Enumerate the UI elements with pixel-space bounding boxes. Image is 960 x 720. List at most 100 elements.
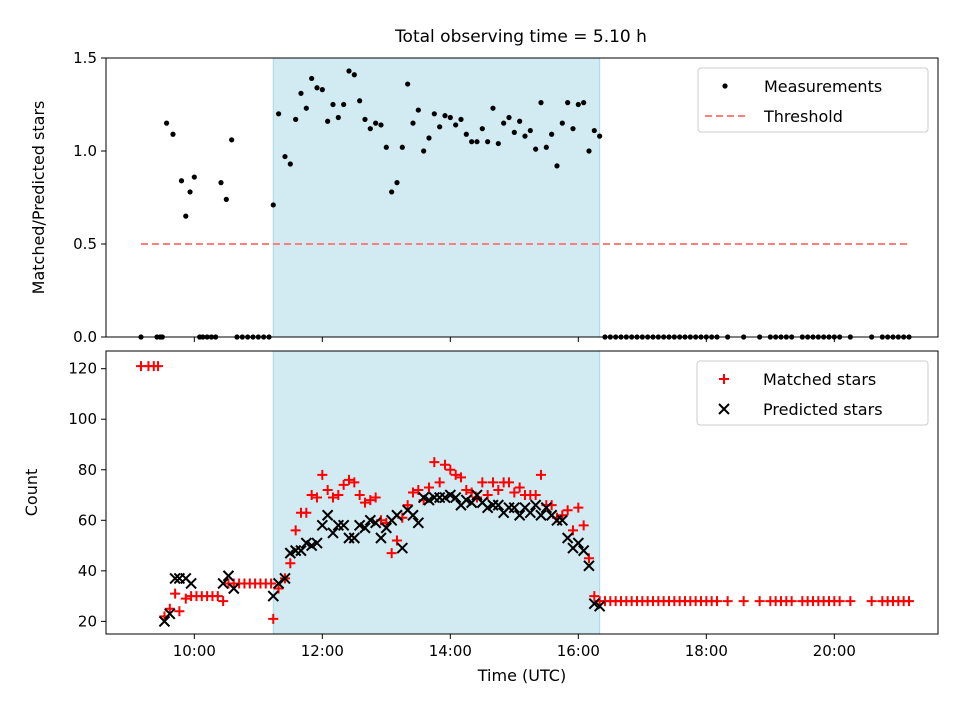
predicted-star-point: [529, 499, 542, 511]
measurement-point: [559, 120, 565, 126]
predicted-star-point: [337, 519, 350, 532]
measurement-point: [287, 161, 293, 167]
measurement-point: [373, 120, 379, 126]
measurement-point: [421, 148, 427, 154]
predicted-star-point: [228, 582, 240, 595]
predicted-star-point: [185, 577, 197, 590]
predicted-star-point: [295, 544, 307, 557]
plot-frame: [105, 350, 939, 635]
measurement-point: [191, 174, 197, 180]
matched-star-point: [170, 588, 181, 599]
measurement-point: [469, 139, 475, 145]
matched-star-point: [439, 459, 450, 470]
measurement-point: [183, 213, 189, 219]
measurement-point: [565, 100, 571, 106]
legend-box: [696, 360, 929, 426]
measurement-point: [378, 122, 384, 128]
measurement-point: [426, 135, 432, 141]
matched-star-point: [153, 361, 164, 372]
matched-star-point: [557, 510, 568, 521]
measurement-point: [218, 180, 224, 186]
predicted-star-point: [222, 570, 235, 582]
ratio-panel: 0.0 0.5 1.0 1.5 Matched/Predicted stars Measu…: [29, 49, 939, 346]
measurement-point: [282, 153, 288, 160]
x-tick-label: 12:00: [301, 642, 344, 660]
predicted-star-point: [348, 532, 361, 544]
matched-star-point: [359, 497, 370, 508]
matched-star-point: [445, 464, 456, 475]
observing-window: [272, 350, 601, 635]
measurement-point: [490, 105, 496, 111]
matched-star-point: [434, 477, 445, 488]
predicted-star-point: [449, 491, 462, 504]
matched-star-point: [386, 548, 397, 559]
y-tick-label: 0.0: [73, 328, 97, 346]
y-tick-label: 20: [78, 612, 97, 630]
predicted-star-point: [465, 496, 478, 509]
predicted-star-point: [535, 509, 547, 521]
matched-star-point: [180, 593, 191, 604]
measurement-point: [575, 101, 581, 108]
matched-star-point: [407, 487, 418, 498]
matched-star-point: [487, 477, 498, 488]
measurement-point: [309, 75, 315, 82]
predicted-star-point: [556, 514, 569, 527]
measurement-point: [330, 101, 336, 108]
matched-star-point: [174, 606, 185, 617]
matched-star-point: [477, 477, 488, 488]
x-tick-label: 18:00: [685, 642, 728, 660]
legend-marker: [718, 403, 730, 415]
measurement-point: [485, 139, 491, 145]
measurement-point: [351, 72, 357, 78]
measurement-point: [511, 129, 517, 135]
measurement-point: [335, 114, 341, 121]
measurement-point: [543, 144, 549, 150]
predicted-star-point: [412, 517, 425, 529]
measurement-point: [275, 111, 282, 117]
predicted-star-point: [164, 608, 176, 620]
measurement-point: [591, 127, 597, 134]
y-tick-label: 40: [78, 562, 97, 580]
matched-star-point: [365, 495, 376, 506]
predicted-star-point: [391, 509, 403, 521]
legend-marker: [719, 374, 729, 384]
plot-frame: [105, 57, 939, 338]
measurement-point: [495, 140, 501, 147]
measurement-point: [303, 105, 309, 111]
y-axis-label: Matched/Predicted stars: [29, 101, 48, 295]
matched-star-point: [423, 482, 434, 493]
matched-star-point: [268, 613, 279, 624]
predicted-star-point: [375, 532, 387, 544]
measurement-point: [453, 122, 459, 128]
measurement-point: [447, 114, 453, 121]
measurement-point: [458, 116, 464, 122]
measurement-point: [405, 81, 411, 87]
series-dot: [138, 68, 912, 340]
predicted-star-point: [380, 522, 393, 534]
matched-star-point: [509, 487, 520, 498]
predicted-star-point: [577, 544, 590, 557]
measurement-point: [229, 137, 235, 143]
predicted-star-point: [311, 537, 323, 549]
predicted-star-point: [583, 560, 595, 572]
matched-star-point: [786, 596, 797, 607]
measurement-point: [362, 116, 368, 122]
matched-star-point: [322, 484, 333, 495]
matched-star-point: [754, 596, 765, 607]
predicted-star-point: [572, 537, 585, 549]
matched-star-point: [306, 490, 317, 501]
predicted-star-point: [540, 501, 553, 514]
measurement-point: [325, 118, 331, 124]
matched-star-point: [845, 596, 856, 607]
measurement-point: [474, 139, 480, 145]
predicted-star-point: [593, 600, 606, 612]
predicted-star-point: [369, 517, 382, 529]
matched-star-point: [562, 505, 573, 516]
predicted-star-point: [321, 509, 334, 521]
measurement-point: [527, 127, 533, 134]
x-tick-label: 16:00: [557, 642, 600, 660]
measurement-point: [437, 124, 443, 130]
matched-star-point: [834, 596, 845, 607]
measurement-point: [178, 178, 185, 184]
